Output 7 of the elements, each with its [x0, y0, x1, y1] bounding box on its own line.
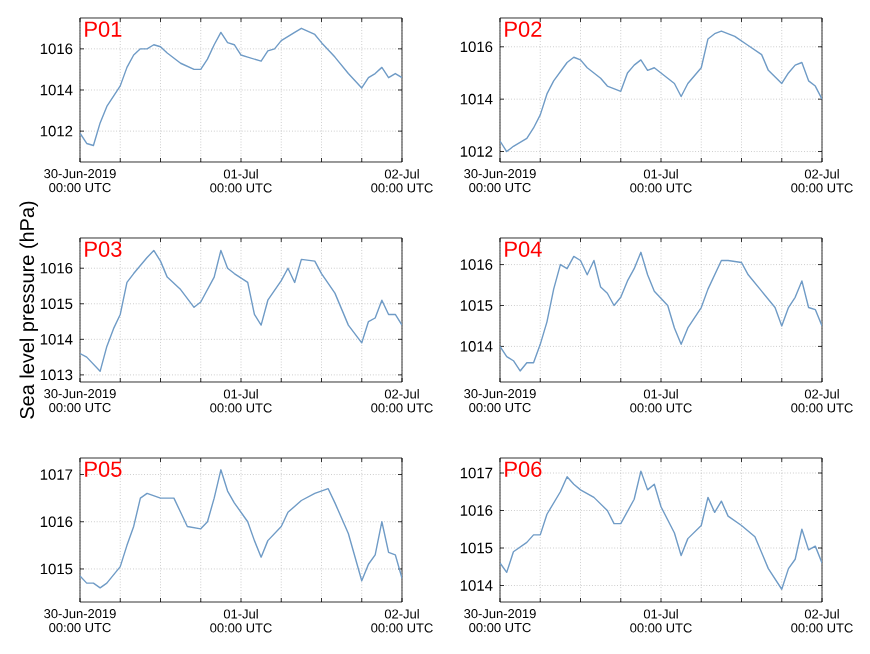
y-axis-title: Sea level pressure (hPa) — [19, 201, 39, 419]
chart-title: P02 — [505, 21, 542, 37]
chart-title: P01 — [85, 21, 122, 37]
chart-title: P03 — [85, 241, 122, 257]
chart-title: P04 — [505, 241, 542, 257]
chart-title: P06 — [505, 461, 542, 477]
chart-title: P05 — [85, 461, 122, 477]
